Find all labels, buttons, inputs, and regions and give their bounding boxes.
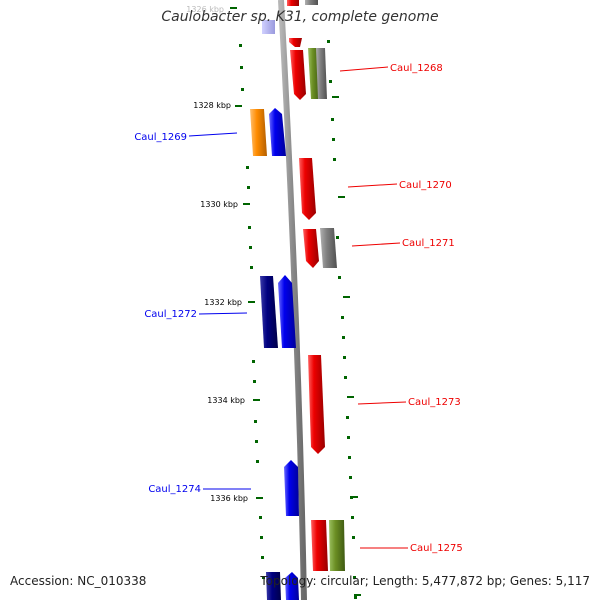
leader-line-caul-1272 bbox=[198, 312, 248, 315]
genome-backbone bbox=[278, 0, 307, 600]
gene-feature[interactable] bbox=[287, 0, 299, 6]
gene-feature[interactable] bbox=[299, 158, 316, 220]
scale-label-1334: 1334 kbp bbox=[207, 396, 245, 405]
gene-feature[interactable] bbox=[308, 355, 325, 454]
leader-line-caul-1270 bbox=[347, 183, 398, 188]
gene-feature[interactable] bbox=[289, 38, 302, 47]
genome-summary-text: Topology: circular; Length: 5,477,872 bp… bbox=[260, 574, 590, 588]
gene-feature[interactable] bbox=[284, 460, 299, 516]
scale-major-ticks bbox=[230, 7, 361, 596]
leader-line-caul-1273 bbox=[357, 401, 407, 405]
leader-line-caul-1271 bbox=[351, 242, 401, 247]
scale-label-1326: 1326 kbp bbox=[186, 5, 224, 14]
leader-line-caul-1268 bbox=[339, 66, 389, 72]
genome-title: Caulobacter sp. K31, complete genome bbox=[161, 9, 439, 25]
scale-dots bbox=[239, 40, 357, 599]
gene-feature[interactable] bbox=[311, 520, 328, 571]
gene-feature[interactable] bbox=[250, 109, 267, 156]
gene-label-caul-1269[interactable]: Caul_1269 bbox=[134, 132, 187, 143]
gene-label-caul-1273[interactable]: Caul_1273 bbox=[408, 397, 461, 408]
gene-label-caul-1270[interactable]: Caul_1270 bbox=[399, 180, 452, 191]
gene-feature[interactable] bbox=[316, 48, 327, 99]
gene-feature[interactable] bbox=[278, 275, 296, 348]
gene-feature[interactable] bbox=[305, 0, 318, 5]
scale-label-1328: 1328 kbp bbox=[193, 101, 231, 110]
gene-label-caul-1274[interactable]: Caul_1274 bbox=[148, 484, 201, 495]
gene-feature[interactable] bbox=[260, 276, 278, 348]
gene-feature[interactable] bbox=[262, 20, 275, 34]
gene-feature[interactable] bbox=[290, 50, 306, 100]
gene-label-caul-1268[interactable]: Caul_1268 bbox=[390, 63, 443, 74]
leader-line-caul-1269 bbox=[188, 132, 238, 137]
gene-feature[interactable] bbox=[285, 572, 299, 600]
accession-text: Accession: NC_010338 bbox=[10, 574, 147, 588]
gene-feature[interactable] bbox=[269, 108, 286, 156]
gene-label-caul-1275[interactable]: Caul_1275 bbox=[410, 543, 463, 554]
gene-feature[interactable] bbox=[320, 228, 337, 268]
gene-label-caul-1271[interactable]: Caul_1271 bbox=[402, 238, 455, 249]
gene-feature[interactable] bbox=[329, 520, 345, 571]
gene-feature[interactable] bbox=[266, 572, 281, 600]
scale-label-1332: 1332 kbp bbox=[204, 298, 242, 307]
scale-label-1336: 1336 kbp bbox=[210, 494, 248, 503]
scale-label-1330: 1330 kbp bbox=[200, 200, 238, 209]
gene-label-caul-1272[interactable]: Caul_1272 bbox=[144, 309, 197, 320]
gene-feature[interactable] bbox=[303, 229, 319, 268]
